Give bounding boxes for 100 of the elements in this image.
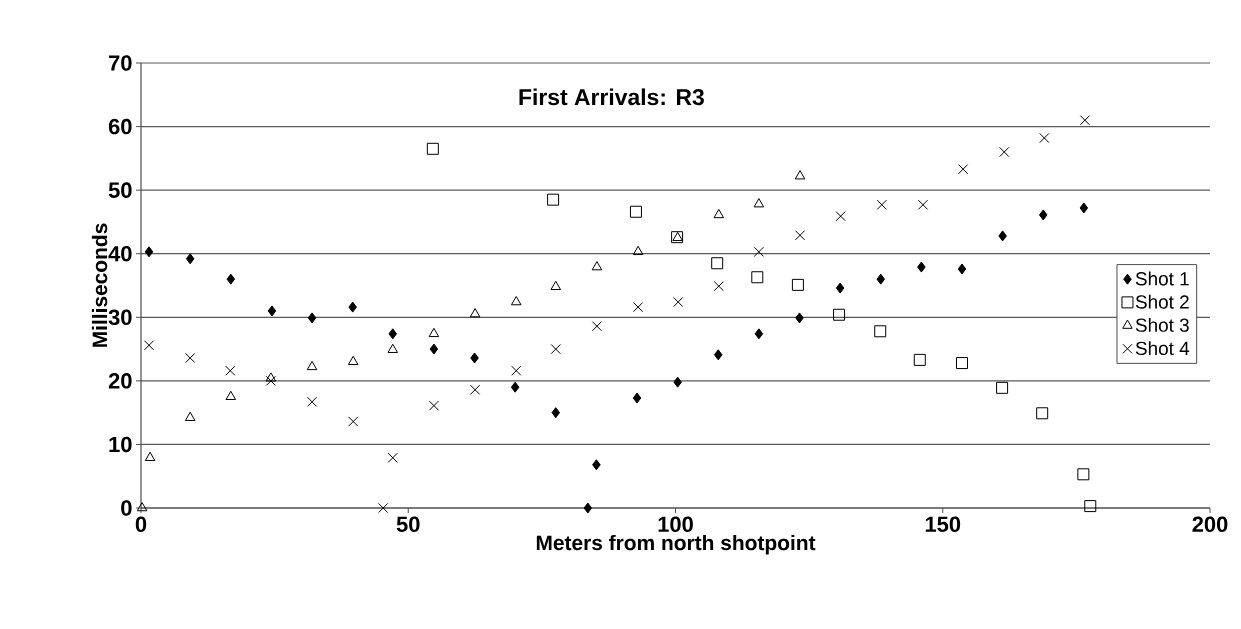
point [876,199,887,210]
x-tick-label: 200 [1192,516,1228,533]
point [1036,407,1049,420]
point [185,352,196,364]
point [306,396,318,407]
point [144,451,156,462]
point [791,278,804,291]
point [387,343,399,353]
y-tick-label: 20 [108,373,132,389]
point [136,502,148,512]
point [957,263,967,275]
point [632,302,644,313]
legend-label: Shot 1 [1135,271,1189,286]
point [711,257,724,270]
y-tick-label: 70 [109,55,132,71]
point [225,365,236,376]
point [629,205,642,218]
point [265,372,277,382]
point [714,349,723,361]
point [1079,115,1091,126]
point [429,343,439,355]
point [835,282,845,294]
point [1039,132,1050,144]
point [835,211,846,222]
point [591,261,603,271]
point [794,170,806,180]
point [510,381,520,393]
point [913,353,926,366]
point [592,459,601,471]
y-axis-title: Milliseconds [91,223,108,347]
point [184,411,196,421]
point [306,360,318,371]
point [226,273,236,285]
point [348,416,359,427]
point [632,245,644,256]
point [551,407,561,419]
point [917,199,929,210]
x-tick-label: 50 [396,516,420,533]
legend-label: Shot 4 [1135,341,1190,356]
point [547,193,560,206]
point [469,384,481,395]
point [673,376,682,388]
point [754,328,764,340]
y-tick-label: 50 [108,182,132,198]
point [1084,500,1097,513]
legend-label: Shot 2 [1135,294,1189,309]
point [583,502,593,514]
point [713,281,724,292]
point [387,452,398,463]
point [550,280,562,291]
point [673,296,684,308]
point [267,305,277,317]
x-axis-title: Meters from north shotpoint [536,534,816,555]
point [874,325,887,338]
text: First Arrivals: R3 [519,88,704,106]
point [998,230,1007,242]
point [469,308,481,318]
point [144,246,154,258]
x-tick-label: 100 [658,516,693,533]
point [225,390,237,400]
point [388,328,397,340]
point [378,502,389,514]
point [957,164,969,175]
point [307,312,317,324]
point [428,327,440,338]
point [996,381,1009,394]
point [470,352,479,364]
point [876,273,885,285]
point [1077,468,1090,481]
point [713,208,725,219]
point [917,261,926,273]
point [143,340,155,351]
x-tick-label: 0 [135,516,147,533]
point [265,375,276,386]
point [794,230,806,241]
point [1079,202,1089,214]
point [833,308,846,321]
point [751,271,764,284]
point [753,198,765,208]
point [591,321,603,332]
legend-label: Shot 3 [1135,317,1189,332]
point [511,365,522,376]
y-tick-label: 40 [108,245,132,262]
point [428,400,439,411]
point [1038,209,1048,221]
point [510,296,522,306]
point [753,246,764,257]
x-tick-label: 150 [925,516,961,533]
point [185,253,195,265]
y-tick-label: 30 [108,309,132,326]
y-tick-label: 10 [109,436,132,453]
y-tick-label: 60 [108,118,132,135]
point [426,142,439,155]
point [632,392,642,404]
point [956,357,968,370]
point [347,355,359,366]
point [795,312,804,324]
y-tick-label: 0 [121,500,132,516]
point [550,343,561,355]
point [999,146,1010,158]
